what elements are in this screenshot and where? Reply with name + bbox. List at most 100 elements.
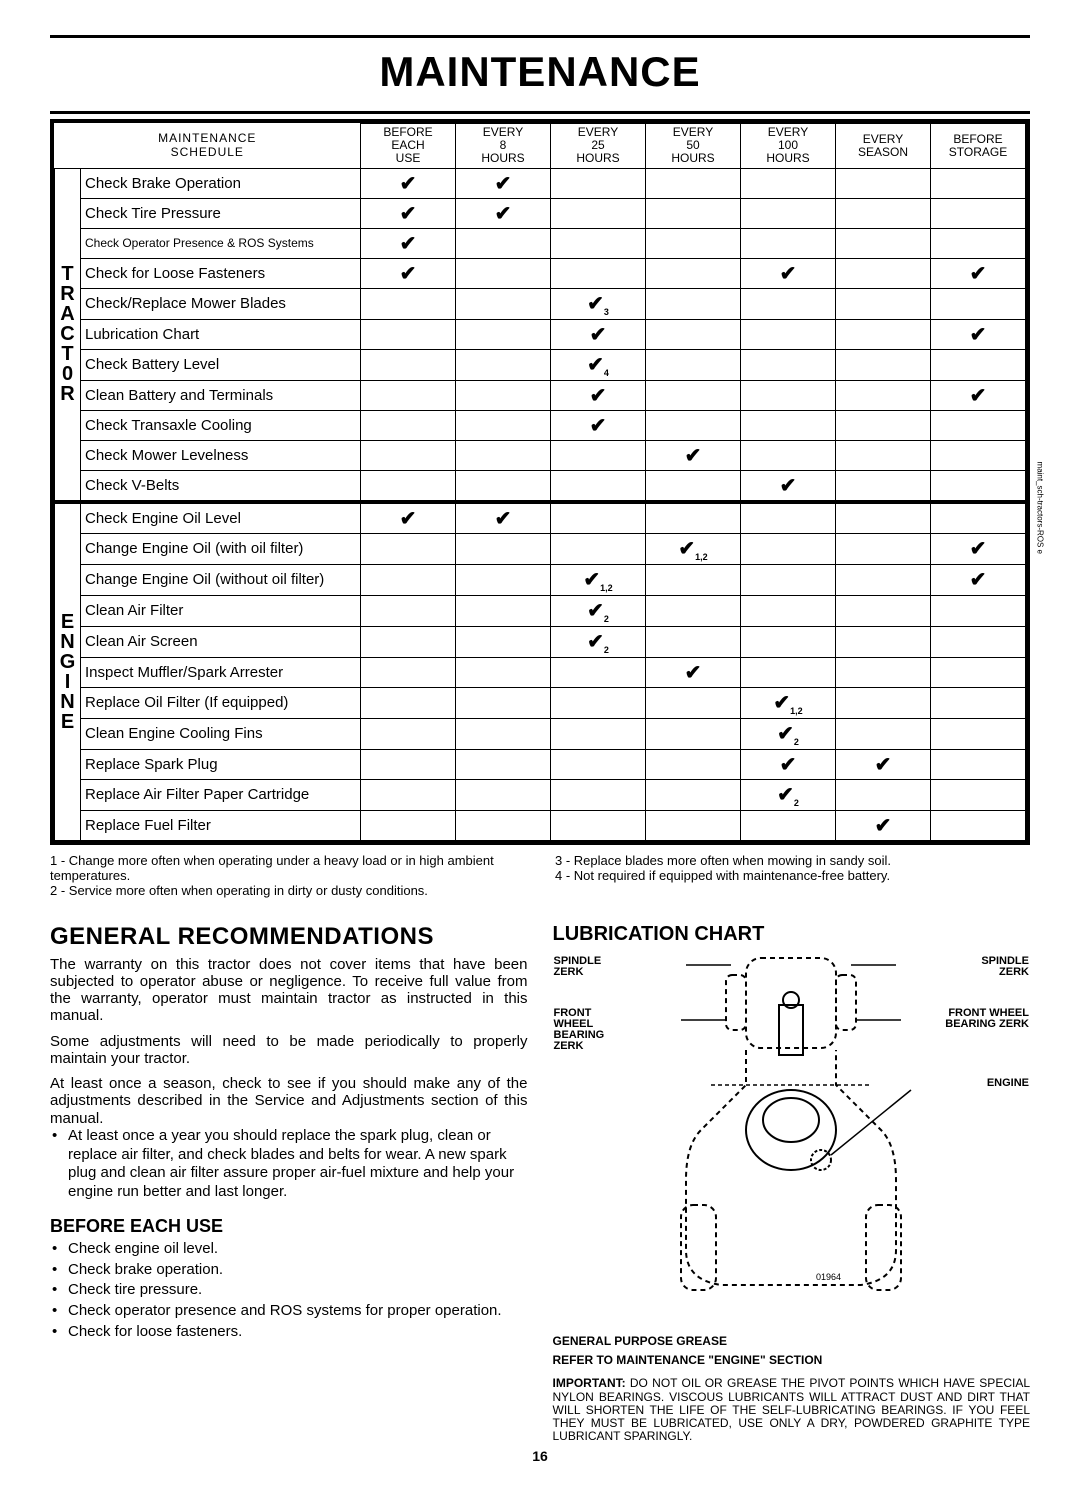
task-cell: Clean Battery and Terminals xyxy=(81,380,361,410)
check-cell: ✔1,2 xyxy=(646,533,741,564)
check-cell xyxy=(931,470,1026,502)
check-cell xyxy=(646,502,741,534)
check-cell xyxy=(456,687,551,718)
check-cell: ✔ xyxy=(931,319,1026,349)
check-cell xyxy=(836,228,931,258)
check-cell xyxy=(551,718,646,749)
check-cell xyxy=(551,168,646,198)
check-cell xyxy=(551,533,646,564)
general-p2: Some adjustments will need to be made pe… xyxy=(50,1033,528,1068)
check-cell xyxy=(931,718,1026,749)
label-front-r: FRONT WHEEL BEARING ZERK xyxy=(944,1008,1029,1030)
fig-num: 01964 xyxy=(816,1272,841,1282)
check-cell xyxy=(836,564,931,595)
check-cell xyxy=(741,349,836,380)
col-h-3: EVERY50HOURS xyxy=(646,124,741,169)
check-cell xyxy=(836,718,931,749)
task-cell: Clean Air Screen xyxy=(81,626,361,657)
label-engine: ENGINE xyxy=(987,1078,1029,1089)
check-cell: ✔ xyxy=(361,258,456,288)
task-cell: Change Engine Oil (without oil filter) xyxy=(81,564,361,595)
check-cell xyxy=(456,410,551,440)
check-cell: ✔ xyxy=(551,319,646,349)
check-cell xyxy=(551,779,646,810)
check-cell xyxy=(456,657,551,687)
check-cell: ✔2 xyxy=(551,626,646,657)
lube-heading: LUBRICATION CHART xyxy=(553,923,1031,946)
check-cell: ✔ xyxy=(456,168,551,198)
check-cell xyxy=(646,564,741,595)
schedule-table-wrap: MAINTENANCE SCHEDULE BEFOREEACHUSE EVERY… xyxy=(50,119,1030,845)
check-cell xyxy=(361,779,456,810)
check-cell xyxy=(931,440,1026,470)
check-cell xyxy=(836,258,931,288)
task-cell: Check Battery Level xyxy=(81,349,361,380)
check-cell xyxy=(456,319,551,349)
footnote-1: 1 - Change more often when operating und… xyxy=(50,853,525,883)
task-cell: Check Mower Levelness xyxy=(81,440,361,470)
check-cell xyxy=(361,564,456,595)
check-cell: ✔ xyxy=(931,380,1026,410)
before-use-heading: BEFORE EACH USE xyxy=(50,1216,528,1237)
check-cell xyxy=(741,502,836,534)
check-cell xyxy=(361,319,456,349)
group-label: ENGINE xyxy=(55,502,81,841)
tractor-icon: 01964 xyxy=(631,950,951,1310)
check-cell xyxy=(646,198,741,228)
footnote-4: 4 - Not required if equipped with mainte… xyxy=(555,868,1030,883)
col-h-6: BEFORESTORAGE xyxy=(931,124,1026,169)
task-cell: Lubrication Chart xyxy=(81,319,361,349)
check-cell xyxy=(836,168,931,198)
check-cell xyxy=(646,687,741,718)
check-cell xyxy=(836,533,931,564)
check-cell xyxy=(646,349,741,380)
task-cell: Clean Engine Cooling Fins xyxy=(81,718,361,749)
check-cell xyxy=(741,380,836,410)
check-cell xyxy=(551,228,646,258)
check-cell xyxy=(646,810,741,840)
check-cell: ✔ xyxy=(361,228,456,258)
label-spindle-l: SPINDLE ZERK xyxy=(554,956,614,978)
check-cell xyxy=(646,258,741,288)
check-cell xyxy=(741,564,836,595)
check-cell xyxy=(361,410,456,440)
check-cell xyxy=(741,319,836,349)
check-cell xyxy=(741,533,836,564)
check-cell xyxy=(931,410,1026,440)
check-cell xyxy=(646,380,741,410)
check-cell: ✔ xyxy=(646,440,741,470)
check-cell xyxy=(741,595,836,626)
task-cell: Replace Spark Plug xyxy=(81,749,361,779)
col-h-5: EVERYSEASON xyxy=(836,124,931,169)
col-h-2: EVERY25HOURS xyxy=(551,124,646,169)
check-cell: ✔1,2 xyxy=(741,687,836,718)
rule-top xyxy=(50,35,1030,38)
check-cell xyxy=(551,258,646,288)
check-cell xyxy=(741,168,836,198)
check-cell xyxy=(456,258,551,288)
col-h-4: EVERY100HOURS xyxy=(741,124,836,169)
check-cell: ✔ xyxy=(931,533,1026,564)
check-cell xyxy=(361,749,456,779)
check-cell xyxy=(836,380,931,410)
task-cell: Change Engine Oil (with oil filter) xyxy=(81,533,361,564)
footnote-2: 2 - Service more often when operating in… xyxy=(50,883,525,898)
check-cell xyxy=(741,288,836,319)
check-cell xyxy=(931,749,1026,779)
check-cell xyxy=(836,198,931,228)
check-cell xyxy=(741,228,836,258)
check-cell xyxy=(646,779,741,810)
task-cell: Check Operator Presence & ROS Systems xyxy=(81,228,361,258)
rule-under-title xyxy=(50,111,1030,114)
check-cell xyxy=(361,687,456,718)
check-cell: ✔ xyxy=(361,502,456,534)
check-cell xyxy=(931,349,1026,380)
general-heading: GENERAL RECOMMENDATIONS xyxy=(50,923,528,951)
maintenance-schedule-table: MAINTENANCE SCHEDULE BEFOREEACHUSE EVERY… xyxy=(54,123,1026,841)
check-cell xyxy=(931,288,1026,319)
check-cell xyxy=(931,657,1026,687)
check-cell xyxy=(361,595,456,626)
check-cell xyxy=(456,349,551,380)
check-cell xyxy=(551,687,646,718)
check-cell xyxy=(456,228,551,258)
